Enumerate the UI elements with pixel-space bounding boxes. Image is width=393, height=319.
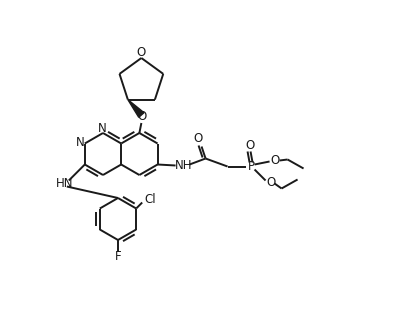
Text: O: O (138, 110, 147, 123)
Text: N: N (97, 122, 107, 136)
Text: N: N (75, 136, 84, 149)
Text: P: P (248, 160, 255, 173)
Text: O: O (245, 139, 254, 152)
Text: O: O (270, 154, 279, 167)
Text: O: O (193, 132, 202, 145)
Text: NH: NH (175, 159, 192, 172)
Text: HN: HN (56, 177, 73, 190)
Text: F: F (115, 250, 121, 263)
Text: O: O (137, 47, 146, 60)
Text: O: O (266, 176, 275, 189)
Text: Cl: Cl (144, 193, 156, 206)
Polygon shape (128, 100, 144, 117)
